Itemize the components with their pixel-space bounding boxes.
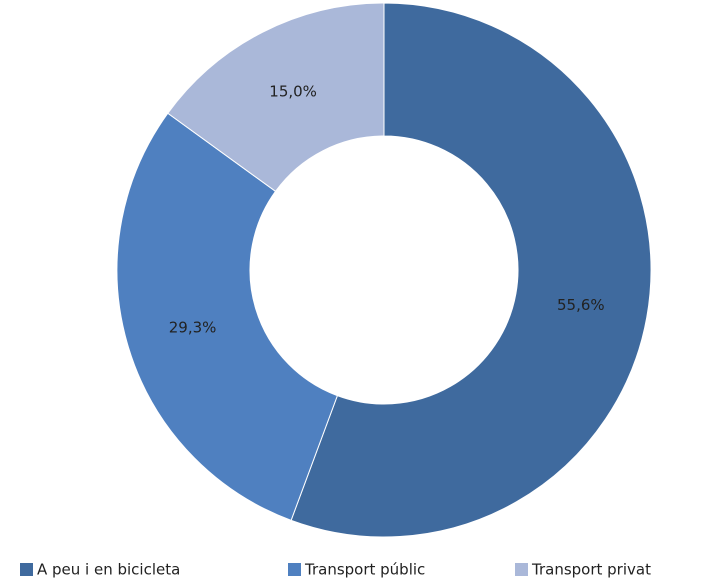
legend-label: A peu i en bicicleta [37, 561, 180, 579]
legend-swatch [288, 563, 301, 576]
legend-swatch [515, 563, 528, 576]
data-label: 29,3% [169, 318, 217, 336]
data-label: 15,0% [269, 82, 317, 100]
donut-slice [167, 2, 385, 193]
donut-slice [116, 112, 339, 521]
legend-swatch [20, 563, 33, 576]
data-label: 55,6% [557, 296, 605, 314]
legend-label: Transport públic [304, 561, 425, 579]
legend-label: Transport privat [531, 561, 651, 579]
donut-slice [290, 2, 652, 538]
